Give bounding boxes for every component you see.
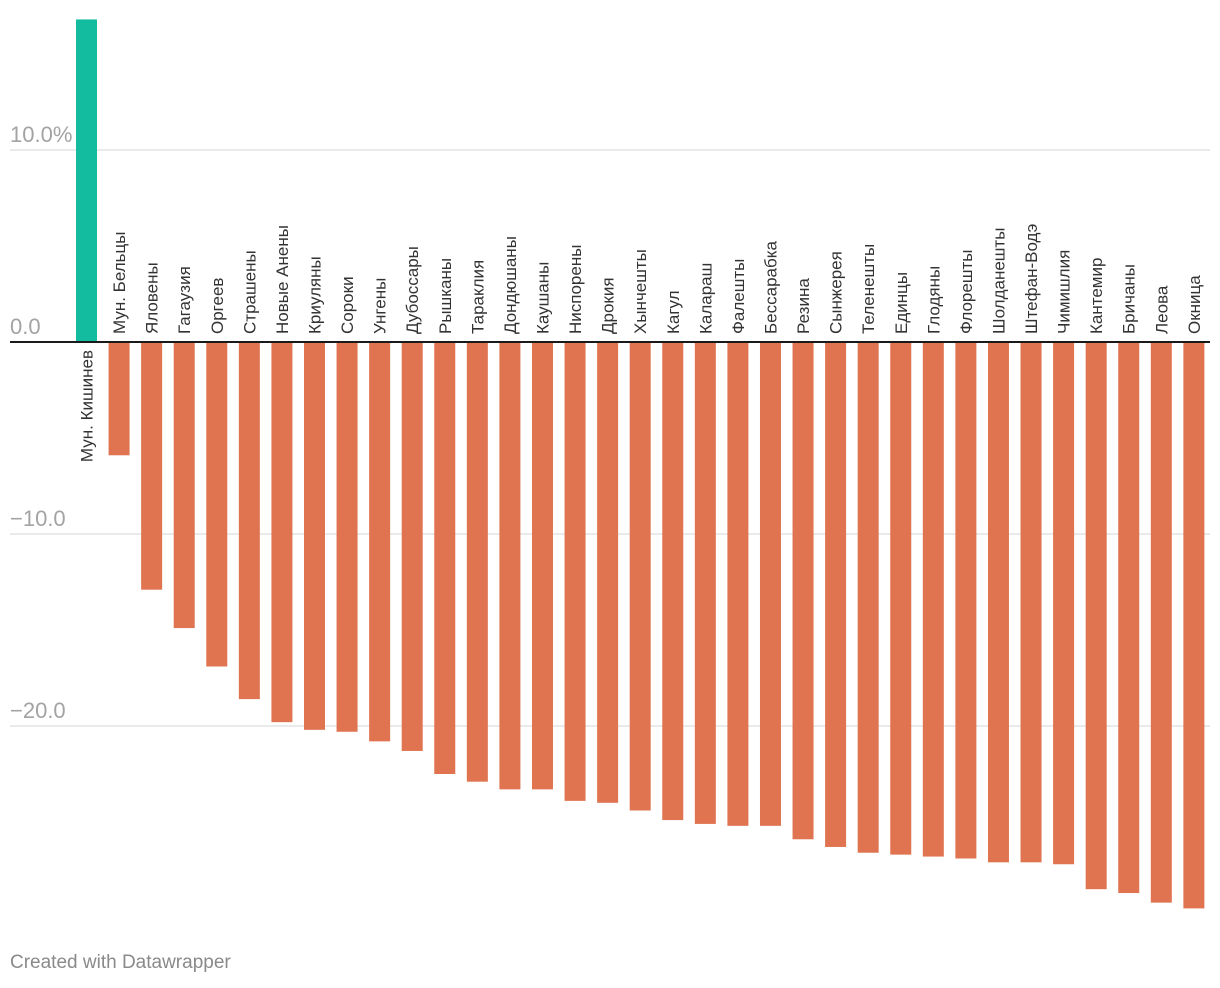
category-label: Криуляны: [305, 256, 324, 334]
category-label: Окница: [1185, 275, 1204, 334]
category-label: Фалешты: [729, 259, 748, 334]
bar: [434, 342, 456, 774]
bar: [922, 342, 944, 857]
bar: [694, 342, 716, 824]
bar: [759, 342, 781, 826]
bar: [1150, 342, 1172, 903]
category-label: Бричаны: [1120, 264, 1139, 334]
bar: [1020, 342, 1042, 863]
category-label: Ниспорены: [566, 245, 585, 334]
bar: [662, 342, 684, 821]
bar: [727, 342, 749, 826]
category-label: Сороки: [338, 276, 357, 334]
category-label: Хынчешты: [631, 249, 650, 334]
category-label: Рышканы: [436, 258, 455, 334]
bar: [531, 342, 553, 790]
category-label: Леова: [1152, 285, 1171, 334]
y-tick-label: −20.0: [10, 698, 66, 723]
bar: [76, 19, 97, 342]
category-label: Шолданешты: [989, 228, 1008, 334]
category-label: Кагул: [664, 290, 683, 334]
category-label: Новые Анены: [273, 225, 292, 334]
category-label: Бессарабка: [761, 240, 780, 334]
bar: [108, 342, 130, 456]
y-tick-label: −10.0: [10, 506, 66, 531]
bar: [825, 342, 847, 847]
bar: [987, 342, 1009, 863]
category-label: Кантемир: [1087, 258, 1106, 334]
bar: [141, 342, 163, 590]
bars: [76, 19, 1205, 909]
category-label: Мун. Кишинев: [78, 350, 97, 462]
category-label: Страшены: [240, 250, 259, 334]
category-label: Чимишлия: [1055, 250, 1074, 334]
category-label: Оргеев: [208, 278, 227, 334]
bar: [564, 342, 586, 801]
category-label: Каушаны: [533, 262, 552, 334]
bar: [792, 342, 814, 840]
bar: [466, 342, 488, 782]
bar: [857, 342, 879, 853]
bar: [401, 342, 423, 751]
bar: [336, 342, 358, 732]
category-labels: Мун. Кишинев Мун. Бельцы Яловены Гагаузия Ор…: [78, 224, 1204, 462]
category-label: Мун. Бельцы: [110, 232, 129, 334]
category-label: Дубоссары: [403, 246, 422, 334]
category-label: Калараш: [696, 263, 715, 334]
bar: [629, 342, 651, 811]
bar: [597, 342, 619, 803]
credit-text: Created with Datawrapper: [10, 952, 231, 973]
bar: [173, 342, 195, 629]
category-label: Яловены: [143, 262, 162, 334]
category-label: Штефан-Водэ: [1022, 224, 1041, 334]
bar: [955, 342, 977, 859]
category-label: Резина: [794, 278, 813, 334]
bar: [303, 342, 325, 730]
category-label: Тараклия: [468, 260, 487, 334]
bar: [271, 342, 293, 723]
bar: [1053, 342, 1075, 865]
bar: [890, 342, 912, 855]
y-tick-label: 0.0: [10, 314, 41, 339]
category-label: Единцы: [892, 272, 911, 334]
category-label: Сынжерея: [827, 251, 846, 334]
category-label: Унгены: [371, 278, 390, 334]
category-label: Дондюшаны: [501, 236, 520, 334]
bar: [1085, 342, 1107, 890]
category-label: Дрокия: [599, 277, 618, 334]
category-label: Гагаузия: [175, 266, 194, 334]
category-label: Глодяны: [924, 266, 943, 334]
category-label: Теленешты: [859, 244, 878, 334]
y-tick-label: 10.0%: [10, 122, 72, 147]
bar: [1183, 342, 1205, 909]
bar: [238, 342, 260, 700]
category-label: Флорешты: [957, 250, 976, 334]
bar: [369, 342, 391, 742]
y-axis-ticks: 10.0% 0.0 −10.0 −20.0: [10, 122, 72, 723]
bar: [206, 342, 228, 667]
bar-chart: Мун. Кишинев Мун. Бельцы Яловены Гагаузия Ор…: [10, 19, 1210, 909]
bar: [499, 342, 521, 790]
bar: [1118, 342, 1140, 894]
